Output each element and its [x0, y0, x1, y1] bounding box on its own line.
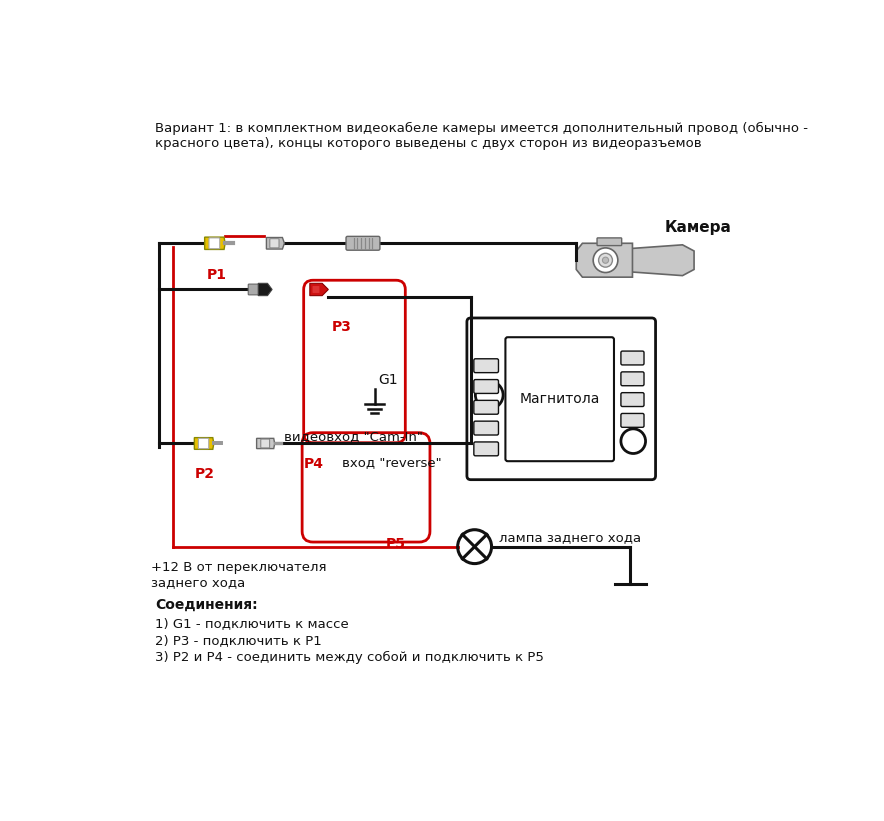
FancyBboxPatch shape	[198, 438, 209, 448]
FancyBboxPatch shape	[621, 372, 644, 386]
FancyBboxPatch shape	[474, 401, 499, 415]
Circle shape	[602, 257, 608, 264]
FancyBboxPatch shape	[597, 238, 621, 245]
FancyBboxPatch shape	[621, 414, 644, 427]
FancyBboxPatch shape	[346, 236, 380, 250]
FancyBboxPatch shape	[261, 439, 270, 448]
Text: 1) G1 - подключить к массе: 1) G1 - подключить к массе	[155, 617, 349, 631]
Text: P2: P2	[194, 466, 214, 480]
Text: Вариант 1: в комплектном видеокабеле камеры имеется дополнительный провод (обычн: Вариант 1: в комплектном видеокабеле кам…	[155, 122, 808, 149]
Text: 3) P2 и P4 - соединить между собой и подключить к P5: 3) P2 и P4 - соединить между собой и под…	[155, 651, 544, 664]
Text: +12 В от переключателя
заднего хода: +12 В от переключателя заднего хода	[151, 562, 327, 589]
Text: P4: P4	[304, 456, 324, 470]
FancyBboxPatch shape	[270, 239, 279, 248]
FancyBboxPatch shape	[248, 284, 259, 295]
Polygon shape	[309, 283, 328, 296]
Text: Камера: Камера	[665, 220, 731, 235]
Circle shape	[593, 248, 618, 273]
FancyBboxPatch shape	[313, 286, 319, 293]
Circle shape	[598, 254, 613, 267]
Text: Магнитола: Магнитола	[520, 392, 600, 406]
Text: P3: P3	[332, 319, 352, 333]
FancyBboxPatch shape	[474, 359, 499, 373]
Text: лампа заднего хода: лампа заднего хода	[499, 531, 642, 544]
Text: G1: G1	[378, 373, 398, 387]
Polygon shape	[629, 245, 694, 276]
FancyBboxPatch shape	[621, 351, 644, 365]
Text: 2) P3 - подключить к P1: 2) P3 - подключить к P1	[155, 635, 322, 648]
FancyBboxPatch shape	[474, 421, 499, 435]
Polygon shape	[266, 237, 285, 249]
Text: P1: P1	[207, 268, 226, 282]
FancyBboxPatch shape	[621, 392, 644, 406]
FancyBboxPatch shape	[209, 238, 220, 249]
Text: вход "reverse": вход "reverse"	[342, 456, 442, 470]
FancyBboxPatch shape	[506, 337, 614, 461]
Polygon shape	[205, 237, 225, 250]
FancyBboxPatch shape	[467, 318, 656, 479]
Text: P5: P5	[386, 538, 406, 552]
Polygon shape	[258, 283, 272, 296]
Text: Соединения:: Соединения:	[155, 598, 257, 612]
FancyBboxPatch shape	[474, 379, 499, 393]
FancyBboxPatch shape	[474, 442, 499, 456]
Polygon shape	[194, 438, 214, 449]
Text: видеовход "Cam-In": видеовход "Cam-In"	[285, 429, 423, 443]
Polygon shape	[576, 243, 632, 277]
Polygon shape	[256, 438, 275, 448]
